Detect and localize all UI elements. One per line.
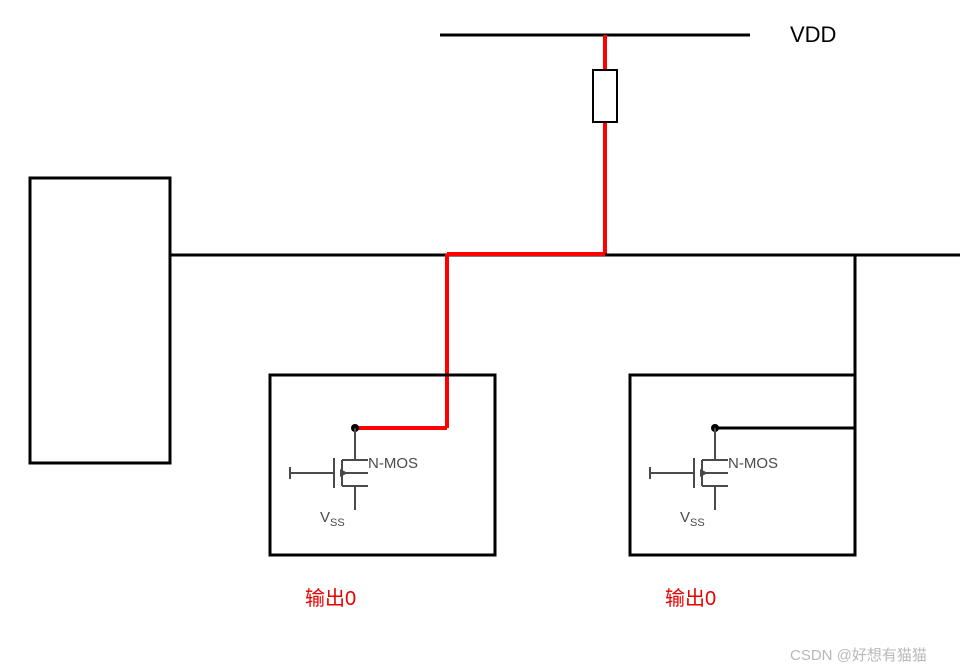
left-block bbox=[30, 178, 170, 463]
nmos-module-2: N-MOS VSS bbox=[630, 375, 855, 555]
watermark: CSDN @好想有猫猫 bbox=[790, 647, 927, 664]
nmos-module-1: N-MOS VSS bbox=[270, 375, 495, 555]
output-label-1: 输出0 bbox=[305, 587, 356, 610]
pullup-resistor bbox=[593, 70, 617, 122]
vdd-label: VDD bbox=[790, 22, 836, 47]
vss-label-2: VSS bbox=[680, 509, 705, 529]
vss-label-1: VSS bbox=[320, 509, 345, 529]
output-label-2: 输出0 bbox=[665, 587, 716, 610]
nmos-label-1: N-MOS bbox=[368, 455, 418, 472]
nmos-label-2: N-MOS bbox=[728, 455, 778, 472]
